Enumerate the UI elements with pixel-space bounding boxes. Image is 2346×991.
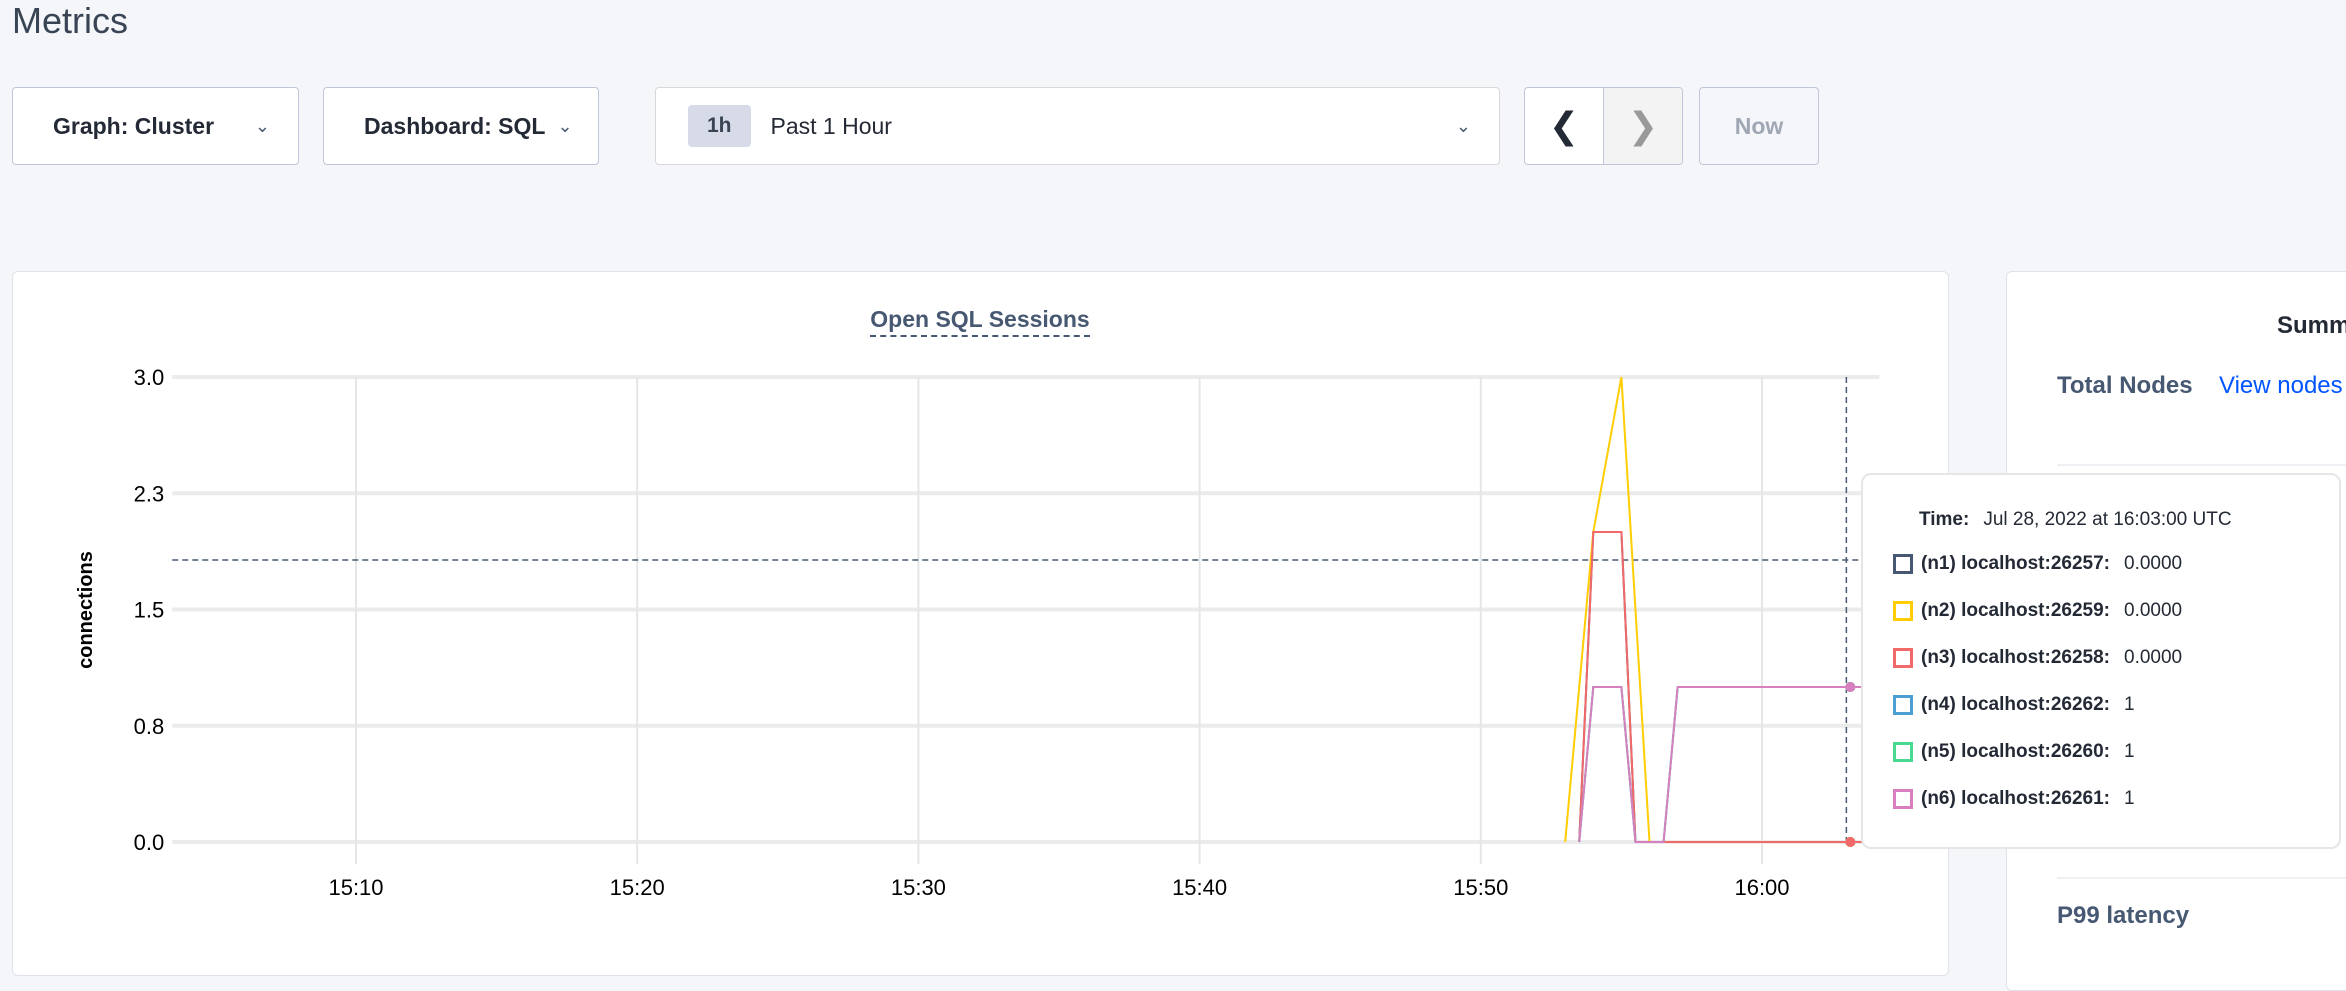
chevron-down-icon: ⌄ [557,115,573,136]
graph-select[interactable]: Graph: Cluster ⌄ [12,87,299,165]
chevron-down-icon: ⌄ [1455,115,1471,136]
tooltip-series-value: 0.0000 [2124,553,2183,574]
chart-title: Open SQL Sessions [0,306,1960,337]
legend-swatch-icon [1893,601,1913,621]
hover-point [1845,682,1856,692]
tooltip-series-value: 0.0000 [2124,600,2183,621]
x-tick-label: 15:30 [891,875,946,900]
x-tick-label: 16:00 [1734,875,1789,900]
tooltip-series-value: 1 [2124,741,2135,762]
tooltip-series-name: (n5) localhost:26260: [1921,741,2110,762]
series-line-n3 [1578,531,1847,843]
tooltip-row: (n1) localhost:26257: 0.0000 [1893,553,2182,575]
tooltip-series-name: (n3) localhost:26258: [1921,647,2110,668]
y-axis-label: connections [75,551,97,669]
dashboard-select[interactable]: Dashboard: SQL ⌄ [323,87,599,165]
tooltip-row: (n5) localhost:26260: 1 [1893,741,2135,763]
divider [2057,464,2346,466]
series-line-n5 [1578,686,1847,843]
y-tick-label: 2.3 [134,481,165,506]
legend-swatch-icon [1893,648,1913,668]
chevron-down-icon: ⌄ [254,115,270,136]
x-tick-label: 15:20 [610,875,665,900]
dashboard-select-label: Dashboard: SQL [364,112,546,139]
series-line-n4 [1578,686,1847,843]
x-tick-label: 15:50 [1453,875,1508,900]
tooltip-series-value: 0.0000 [2124,647,2183,668]
legend-swatch-icon [1893,742,1913,762]
y-tick-label: 3.0 [134,365,165,390]
x-tick-label: 15:10 [328,875,383,900]
chart-title-text: Open SQL Sessions [870,306,1090,337]
chart-plot[interactable]: 0.0 0.8 1.5 2.3 3.0 15:10 15:20 15:30 15:40 15:50… [0,0,1960,978]
divider [2057,877,2346,879]
tooltip-row: (n3) localhost:26258: 0.0000 [1893,647,2182,669]
chevron-left-icon: ❮ [1548,105,1580,146]
tooltip-series-name: (n2) localhost:26259: [1921,600,2110,621]
y-tick-label: 0.0 [134,830,165,855]
time-nav: ❮ ❯ [1524,87,1683,165]
tooltip-time: Time: Jul 28, 2022 at 16:03:00 UTC [1919,509,2232,531]
p99-latency-label: P99 latency [2057,902,2190,929]
time-range-badge: 1h [688,105,751,147]
total-nodes-label: Total Nodes [2057,372,2193,399]
tooltip-row: (n4) localhost:26262: 1 [1893,694,2135,716]
tooltip-row: (n2) localhost:26259: 0.0000 [1893,600,2182,622]
legend-swatch-icon [1893,695,1913,715]
tooltip-series-value: 1 [2124,788,2135,809]
graph-select-label: Graph: Cluster [53,112,215,139]
page-title: Metrics [12,0,128,41]
chevron-right-icon: ❯ [1627,105,1659,146]
view-nodes-link[interactable]: View nodes [2219,372,2343,399]
tooltip-time-value: Jul 28, 2022 at 16:03:00 UTC [1983,509,2232,530]
chart-tooltip: Time: Jul 28, 2022 at 16:03:00 UTC (n1) l… [1861,473,2341,849]
tooltip-time-label: Time: [1919,509,1970,530]
legend-swatch-icon [1893,789,1913,809]
tooltip-series-name: (n1) localhost:26257: [1921,553,2110,574]
summary-title: Summ [2277,312,2346,339]
tooltip-series-name: (n6) localhost:26261: [1921,788,2110,809]
time-range-label: Past 1 Hour [770,112,892,139]
time-range-select[interactable]: 1h Past 1 Hour ⌄ [655,87,1500,165]
tooltip-row: (n6) localhost:26261: 1 [1893,788,2135,810]
tooltip-series-name: (n4) localhost:26262: [1921,694,2110,715]
next-time-button[interactable]: ❯ [1603,88,1682,164]
y-tick-label: 0.8 [134,714,165,739]
now-button[interactable]: Now [1699,87,1819,165]
x-tick-label: 15:40 [1172,875,1227,900]
hover-point [1845,837,1856,847]
tooltip-series-value: 1 [2124,694,2135,715]
legend-swatch-icon [1893,554,1913,574]
previous-time-button[interactable]: ❮ [1525,88,1603,164]
series-line-n6 [1578,686,1847,843]
y-tick-label: 1.5 [134,598,165,623]
